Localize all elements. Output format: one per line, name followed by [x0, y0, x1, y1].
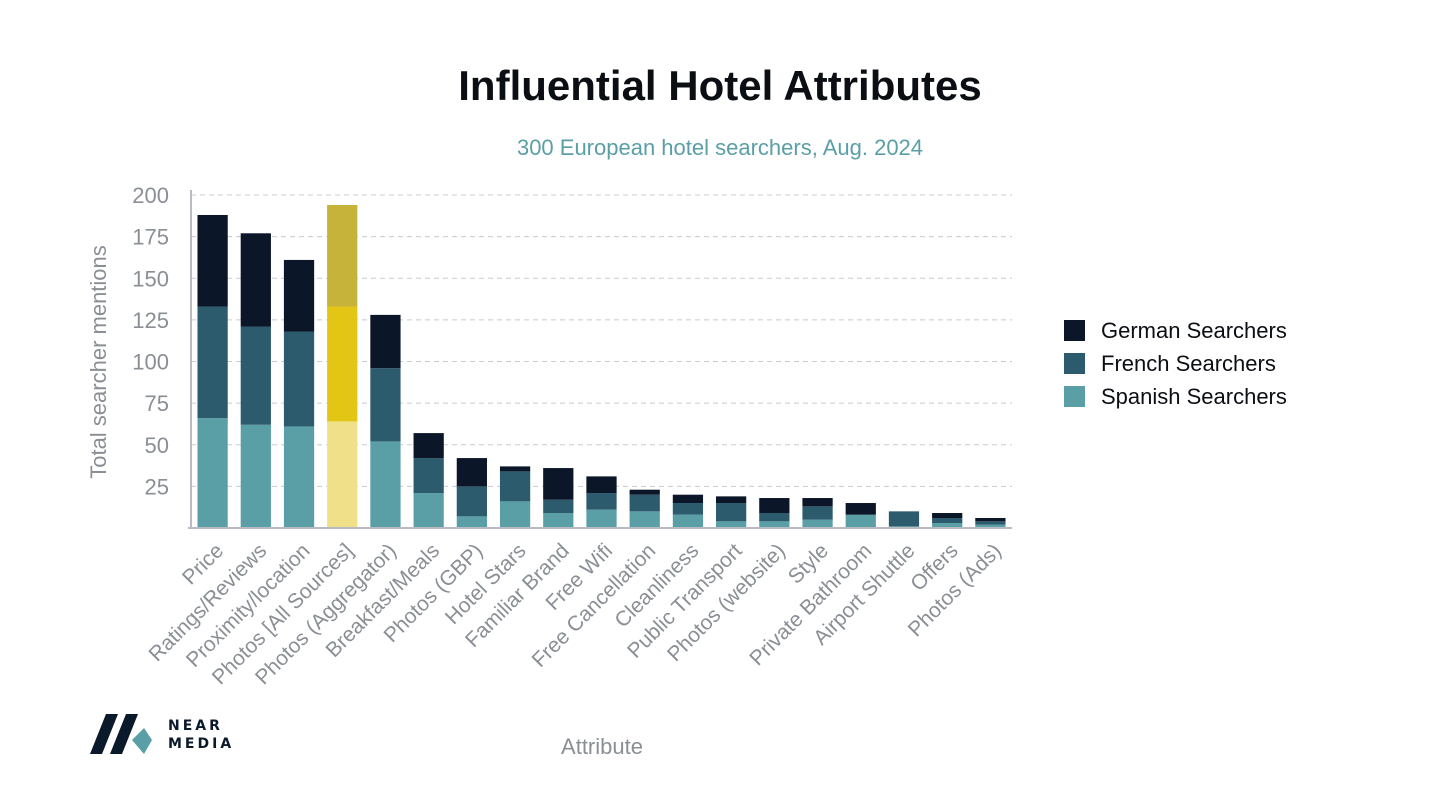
- bar-segment: [975, 521, 1006, 525]
- bar-segment: [672, 514, 704, 528]
- y-tick-label: 100: [132, 350, 169, 375]
- bar-segment: [327, 306, 358, 422]
- bar-segment: [672, 494, 704, 504]
- bar-segment: [845, 514, 876, 528]
- bar-segment: [499, 471, 531, 502]
- bar-segment: [932, 518, 963, 524]
- x-axis-label: Attribute: [561, 734, 643, 759]
- y-tick-labels: 25 50 75 100 125 150 175 200: [132, 183, 169, 499]
- bar-segment: [802, 506, 833, 520]
- bar-segment: [240, 326, 271, 425]
- legend-label-spanish: Spanish Searchers: [1101, 383, 1287, 409]
- bar-segment: [499, 501, 531, 528]
- bar-segment: [629, 511, 660, 528]
- bar-segment: [456, 516, 487, 528]
- bar-segment: [543, 513, 574, 528]
- bar-segment: [370, 314, 401, 369]
- y-tick-label: 125: [132, 308, 169, 333]
- bar-segment: [716, 521, 747, 528]
- bar-segment: [413, 493, 444, 528]
- bar-segment: [543, 499, 574, 514]
- legend-swatch-french: [1064, 353, 1085, 374]
- logo-text-near: NEAR: [168, 718, 223, 734]
- bar-segment: [197, 306, 228, 419]
- legend-swatch-german: [1064, 320, 1085, 341]
- bar-segment: [543, 468, 574, 500]
- y-tick-label: 25: [145, 474, 169, 499]
- bar-segment: [499, 466, 531, 472]
- bar-segment: [975, 524, 1006, 528]
- bar-segment: [888, 511, 920, 527]
- bar-segment: [759, 521, 790, 528]
- bar-segment: [413, 433, 444, 459]
- bar-segment: [716, 503, 747, 522]
- legend-swatch-spanish: [1064, 386, 1085, 407]
- y-tick-label: 150: [132, 266, 169, 291]
- bar-segment: [327, 204, 358, 307]
- logo-text-media: MEDIA: [168, 736, 235, 752]
- legend-item-spanish: Spanish Searchers: [1064, 380, 1287, 413]
- y-tick-label: 175: [132, 225, 169, 250]
- bar-segment: [413, 458, 444, 494]
- bar-segment: [197, 418, 228, 528]
- y-tick-label: 75: [145, 391, 169, 416]
- bar-segment: [629, 494, 660, 512]
- bar-segment: [759, 513, 790, 522]
- bar-segment: [283, 259, 315, 332]
- bar-segment: [370, 368, 401, 442]
- y-axis-label: Total searcher mentions: [86, 245, 111, 479]
- bar-segment: [456, 486, 487, 517]
- bar-segment: [283, 331, 315, 427]
- bar-segment: [975, 518, 1006, 522]
- y-tick-label: 50: [145, 433, 169, 458]
- axes: [188, 190, 1012, 529]
- near-media-logo-icon: [90, 714, 152, 754]
- bar-segment: [327, 421, 358, 528]
- x-tick-labels: PriceRatings/ReviewsProximity/locationPh…: [144, 539, 1005, 689]
- bar-segment: [629, 489, 660, 495]
- bar-segment: [283, 426, 315, 528]
- y-tick-label: 200: [132, 183, 169, 208]
- bar-segment: [240, 233, 271, 327]
- bar-segment: [586, 509, 617, 528]
- legend-item-french: French Searchers: [1064, 347, 1287, 380]
- bar-segment: [802, 498, 833, 507]
- bar-segment: [240, 424, 271, 528]
- bar-segment: [802, 519, 833, 528]
- legend: German Searchers French Searchers Spanis…: [1064, 314, 1287, 413]
- bar-group: [197, 204, 1006, 528]
- bar-segment: [716, 496, 747, 504]
- bar-segment: [586, 493, 617, 510]
- bar-segment: [456, 458, 487, 487]
- legend-label-french: French Searchers: [1101, 350, 1276, 376]
- bar-segment: [932, 523, 963, 528]
- bar-segment: [759, 498, 790, 514]
- bar-segment: [370, 441, 401, 528]
- bar-segment: [586, 476, 617, 494]
- legend-item-german: German Searchers: [1064, 314, 1287, 347]
- chart-subtitle: 300 European hotel searchers, Aug. 2024: [516, 135, 924, 160]
- bar-segment: [197, 214, 228, 307]
- legend-label-german: German Searchers: [1101, 317, 1287, 343]
- bar-segment: [845, 503, 876, 515]
- bar-segment: [672, 503, 704, 515]
- bar-segment: [932, 513, 963, 519]
- chart-title: Influential Hotel Attributes: [458, 62, 982, 109]
